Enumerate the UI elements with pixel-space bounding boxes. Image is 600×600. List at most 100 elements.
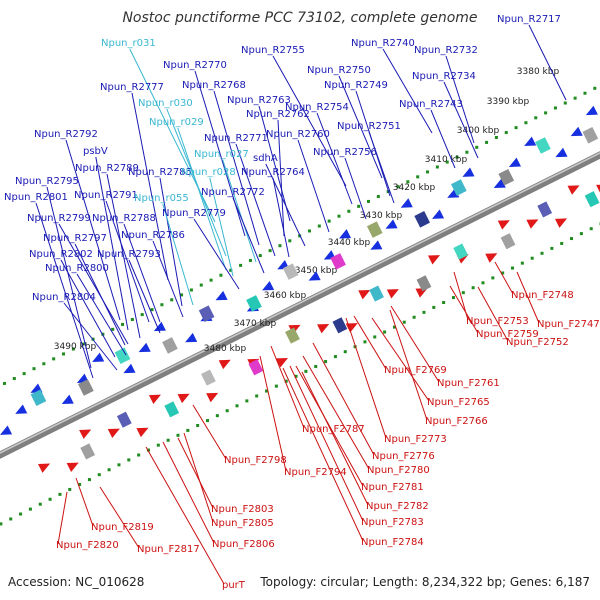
lower-feature-box — [500, 233, 516, 250]
reverse-gene-label: Npun_R2777 — [100, 82, 164, 93]
lower-tick-mark — [294, 374, 298, 378]
kbp-tick-label: 3480 kbp — [204, 344, 247, 354]
reverse-gene-arrow — [308, 271, 321, 281]
reverse-gene-arrow — [555, 147, 568, 158]
lower-tick-mark — [19, 512, 23, 516]
topology-text: Topology: circular; Length: 8,234,322 bp… — [260, 575, 590, 589]
lower-tick-mark — [225, 409, 229, 413]
label-leader-line — [445, 55, 475, 144]
label-leader-line — [382, 48, 433, 134]
reverse-gene-label: Npun_R2799 — [27, 213, 91, 224]
reverse-gene-label: Npun_R2795 — [15, 176, 79, 187]
label-leader-line — [95, 156, 129, 331]
forward-gene-arrow — [567, 185, 580, 195]
reverse-gene-label: Npun_R2779 — [162, 208, 226, 219]
upper-feature-box — [582, 126, 599, 144]
reverse-gene-arrow — [61, 394, 74, 405]
forward-gene-label: Npun_F2803 — [211, 504, 274, 515]
forward-gene-arrow — [206, 392, 219, 403]
reverse-gene-label: Npun_r029 — [149, 117, 204, 128]
upper-tick-mark — [337, 214, 341, 218]
lower-tick-mark — [442, 301, 446, 305]
lower-tick-mark — [363, 340, 367, 344]
reverse-gene-arrow — [370, 240, 383, 250]
forward-gene-label: Npun_F2752 — [506, 337, 569, 348]
label-leader-line — [63, 302, 118, 371]
lower-tick-mark — [176, 433, 180, 437]
reverse-gene-label: Npun_R2788 — [92, 213, 156, 224]
upper-feature-box — [535, 137, 551, 154]
backbone-highlight — [0, 152, 600, 454]
upper-tick-mark — [524, 121, 528, 125]
kbp-tick-label: 3390 kbp — [487, 97, 530, 107]
upper-tick-mark — [376, 195, 380, 199]
reverse-gene-label: Npun_R2717 — [497, 14, 561, 25]
reverse-gene-label: Npun_R2786 — [121, 230, 185, 241]
forward-gene-label: Npun_F2784 — [361, 537, 424, 548]
lower-tick-mark — [284, 379, 288, 383]
forward-gene-label: Npun_F2748 — [511, 290, 574, 301]
lower-tick-mark — [461, 291, 465, 295]
upper-tick-mark — [563, 101, 567, 105]
reverse-gene-label: Npun_R2750 — [307, 65, 371, 76]
reverse-gene-label: Npun_R2793 — [97, 249, 161, 260]
upper-tick-mark — [189, 288, 193, 292]
upper-tick-mark — [268, 249, 272, 253]
upper-tick-mark — [12, 377, 16, 381]
label-leader-line — [312, 342, 375, 456]
reverse-gene-arrow — [123, 363, 136, 374]
reverse-gene-label: Npun_R2754 — [285, 102, 349, 113]
upper-tick-mark — [307, 229, 311, 233]
reverse-gene-label: Npun_R2763 — [227, 95, 291, 106]
kbp-tick-label: 3440 kbp — [328, 238, 371, 248]
label-leader-line — [105, 200, 150, 323]
lower-feature-box — [201, 369, 216, 386]
forward-gene-arrow — [79, 429, 92, 439]
label-leader-line — [344, 157, 367, 220]
upper-tick-mark — [81, 342, 85, 346]
genome-backbone — [0, 151, 600, 459]
reverse-gene-label: Npun_R2749 — [324, 80, 388, 91]
reverse-gene-label: Npun_R2797 — [43, 233, 107, 244]
lower-tick-mark — [324, 360, 328, 364]
forward-gene-label: Npun_F2781 — [361, 482, 424, 493]
upper-tick-mark — [42, 362, 46, 366]
reverse-gene-arrow — [0, 425, 13, 435]
reverse-gene-label: Npun_r027 — [194, 149, 249, 160]
reverse-gene-label: Npun_r028 — [181, 167, 236, 178]
lower-tick-mark — [58, 492, 62, 496]
forward-gene-label: Npun_F2805 — [211, 518, 274, 529]
label-leader-line — [449, 285, 479, 334]
reverse-gene-arrow — [185, 332, 198, 343]
lower-tick-mark — [402, 320, 406, 324]
lower-tick-mark — [206, 419, 210, 423]
label-leader-line — [76, 273, 127, 356]
reverse-gene-arrow — [400, 198, 413, 208]
label-leader-line — [177, 437, 214, 509]
lower-feature-box — [332, 317, 348, 334]
reverse-gene-arrow — [215, 290, 228, 301]
kbp-tick-label: 3450 kbp — [295, 266, 338, 276]
upper-tick-mark — [465, 150, 469, 154]
lower-tick-mark — [274, 384, 278, 388]
label-leader-line — [213, 90, 260, 246]
reverse-gene-label: Npun_R2801 — [4, 192, 68, 203]
upper-feature-box — [330, 253, 346, 270]
upper-tick-mark — [426, 170, 430, 174]
lower-tick-mark — [481, 281, 485, 285]
upper-tick-mark — [485, 140, 489, 144]
upper-tick-mark — [573, 96, 577, 100]
lower-tick-mark — [314, 364, 318, 368]
label-leader-line — [159, 177, 183, 307]
upper-tick-mark — [219, 273, 223, 277]
lower-tick-mark — [333, 355, 337, 359]
upper-tick-mark — [475, 145, 479, 149]
label-leader-line — [345, 317, 387, 439]
upper-tick-mark — [130, 317, 134, 321]
kbp-tick-label: 3380 kbp — [517, 67, 560, 77]
label-leader-line — [368, 131, 395, 204]
lower-tick-mark — [432, 305, 436, 309]
label-leader-line — [259, 355, 287, 472]
label-leader-line — [316, 112, 353, 205]
upper-tick-mark — [553, 106, 557, 110]
